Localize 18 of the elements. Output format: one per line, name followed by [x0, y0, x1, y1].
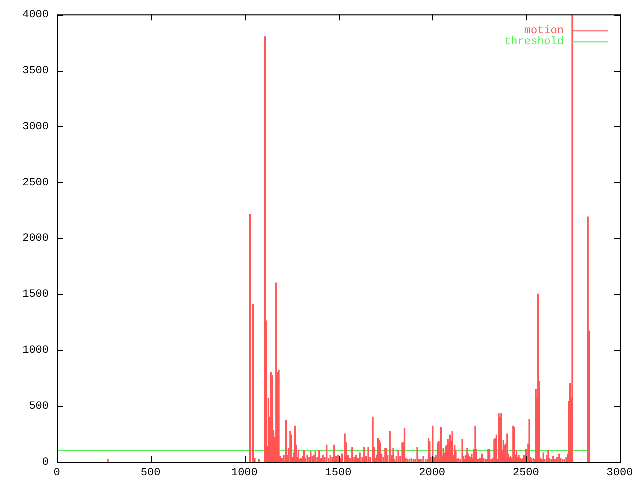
y-tick-label: 2500: [22, 177, 49, 190]
y-tick-label: 500: [29, 400, 49, 413]
y-tick-label: 0: [42, 456, 49, 469]
x-tick-label: 2000: [419, 468, 446, 480]
x-tick-label: 1500: [325, 468, 352, 480]
legend-label: threshold: [504, 36, 564, 49]
x-tick-label: 500: [140, 468, 161, 480]
x-tick-label: 0: [54, 468, 60, 480]
y-tick-label: 2000: [22, 233, 49, 246]
x-tick-label: 2500: [512, 468, 540, 480]
y-tick-label: 3500: [22, 65, 49, 78]
x-tick-label: 1000: [231, 468, 258, 480]
y-tick-label: 1500: [22, 289, 49, 302]
y-tick-label: 1000: [22, 345, 49, 358]
legend-label: motion: [524, 26, 564, 38]
x-tick-label: 3000: [606, 468, 634, 480]
y-tick-label: 3000: [22, 121, 49, 134]
y-tick-label: 4000: [22, 10, 49, 22]
